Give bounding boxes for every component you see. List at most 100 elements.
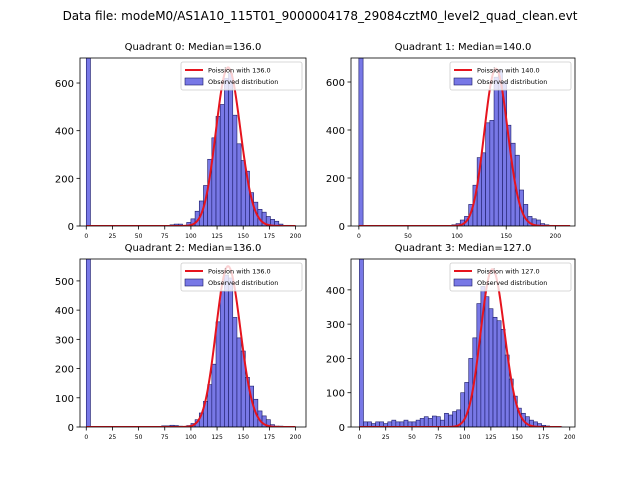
x-tick-label: 0 (84, 434, 88, 441)
legend-box (180, 262, 303, 292)
histogram-bar (427, 418, 433, 427)
poisson-fit-line (86, 265, 296, 427)
histogram-bar (215, 321, 221, 427)
histogram-bar (240, 160, 246, 226)
histogram-bar (535, 219, 541, 226)
legend-bar-swatch (184, 77, 204, 86)
histogram-bar (431, 415, 437, 427)
histogram-bar (415, 419, 421, 427)
histogram-bar (492, 316, 498, 427)
legend: Poission with 136.0 Observed distribution (180, 61, 303, 91)
histogram-bar (391, 419, 397, 427)
panel-title: Quadrant 2: Median=136.0 (125, 243, 262, 254)
x-tick-label: 150 (237, 434, 249, 441)
histogram-bar (488, 308, 494, 427)
legend-bar-swatch (453, 77, 473, 86)
x-tick-label: 0 (357, 434, 361, 441)
histogram-bar (232, 317, 238, 427)
histogram-bar (211, 363, 217, 427)
legend-line-label: Poission with 127.0 (477, 268, 540, 276)
histogram-bar (489, 120, 495, 226)
poisson-fit-line (86, 66, 296, 226)
axes-frame (79, 57, 307, 227)
chart-panel-0: Quadrant 0: Median=136.0 0 25 50 75 100 125 150… (55, 42, 307, 240)
y-tick-label: 500 (55, 277, 74, 288)
panel-title: Quadrant 1: Median=140.0 (395, 42, 532, 53)
legend-line-label: Poission with 136.0 (208, 67, 271, 75)
chart-panel-1: Quadrant 1: Median=140.0 0 50 100 150 200 0 200… (326, 42, 576, 240)
histogram-bar (358, 58, 364, 226)
x-tick-label: 25 (109, 233, 117, 240)
histogram-bar (500, 328, 506, 427)
legend-line-label: Poission with 136.0 (208, 268, 271, 276)
x-tick-label: 100 (185, 233, 197, 240)
legend-bar-label: Observed distribution (208, 279, 278, 287)
suptitle: Data file: modeM0/AS1A10_115T01_90000041… (63, 9, 578, 23)
x-tick-label: 0 (84, 233, 88, 240)
y-tick-label: 200 (55, 365, 74, 376)
histogram-bar (481, 152, 486, 226)
y-tick-label: 600 (326, 78, 345, 89)
y-tick-label: 300 (55, 335, 74, 346)
histogram-bar (484, 296, 490, 427)
histogram-bar (452, 411, 457, 427)
panel-title: Quadrant 3: Median=127.0 (395, 243, 532, 254)
axes-frame (79, 258, 307, 428)
y-tick-label: 0 (68, 423, 74, 434)
x-tick-label: 75 (434, 434, 442, 441)
chart-panel-2: Quadrant 2: Median=136.0 0 25 50 75 100 125 150… (55, 243, 307, 441)
y-tick-label: 0 (339, 423, 345, 434)
histogram-bar (359, 259, 364, 427)
histogram-bar (85, 58, 91, 226)
y-tick-label: 200 (55, 174, 74, 185)
histogram-bar (440, 419, 445, 427)
histogram-bar (448, 414, 453, 427)
x-tick-label: 50 (408, 434, 416, 441)
y-tick-label: 400 (326, 286, 345, 297)
x-tick-label: 200 (290, 233, 302, 240)
x-tick-label: 200 (564, 434, 576, 441)
x-tick-label: 100 (451, 233, 463, 240)
histogram-bar (232, 114, 238, 226)
legend-bar-label: Observed distribution (477, 78, 547, 86)
legend-bar-label: Observed distribution (477, 279, 547, 287)
x-tick-label: 50 (135, 434, 143, 441)
legend: Poission with 127.0 Observed distribution (449, 262, 572, 292)
y-tick-label: 100 (55, 394, 74, 405)
x-tick-label: 75 (161, 233, 169, 240)
histogram-bar (496, 320, 502, 427)
y-tick-label: 200 (326, 174, 345, 185)
histogram-bar (224, 77, 229, 226)
legend-bar-swatch (184, 278, 204, 287)
histogram-bar (224, 274, 229, 427)
y-tick-label: 400 (55, 127, 74, 138)
histogram-bar (444, 412, 449, 427)
plot-area (85, 58, 296, 226)
histogram-bar (228, 277, 234, 427)
x-tick-label: 25 (382, 434, 390, 441)
plot-area (85, 259, 296, 427)
poisson-fit-line (358, 67, 571, 226)
x-tick-label: 175 (264, 233, 276, 240)
y-tick-label: 100 (326, 389, 345, 400)
histogram-bar (219, 104, 225, 226)
legend-box (180, 61, 303, 91)
plot-area (358, 58, 571, 226)
x-tick-label: 125 (211, 434, 223, 441)
x-tick-label: 125 (211, 233, 223, 240)
histogram-bar (419, 418, 425, 427)
x-tick-label: 100 (185, 434, 197, 441)
legend-bar-label: Observed distribution (208, 78, 278, 86)
legend: Poission with 140.0 Observed distribution (449, 61, 572, 91)
histogram-bar (423, 416, 429, 427)
legend-bar-swatch (453, 278, 473, 287)
chart-panel-3: Quadrant 3: Median=127.0 0 25 50 75 100 125 150… (326, 243, 576, 441)
histogram-bar (85, 259, 91, 427)
x-tick-label: 75 (161, 434, 169, 441)
x-tick-label: 50 (135, 233, 143, 240)
y-tick-label: 400 (326, 126, 345, 137)
y-tick-label: 300 (326, 320, 345, 331)
legend-line-label: Poission with 140.0 (477, 67, 540, 75)
x-tick-label: 200 (550, 233, 562, 240)
y-tick-label: 0 (339, 222, 345, 233)
